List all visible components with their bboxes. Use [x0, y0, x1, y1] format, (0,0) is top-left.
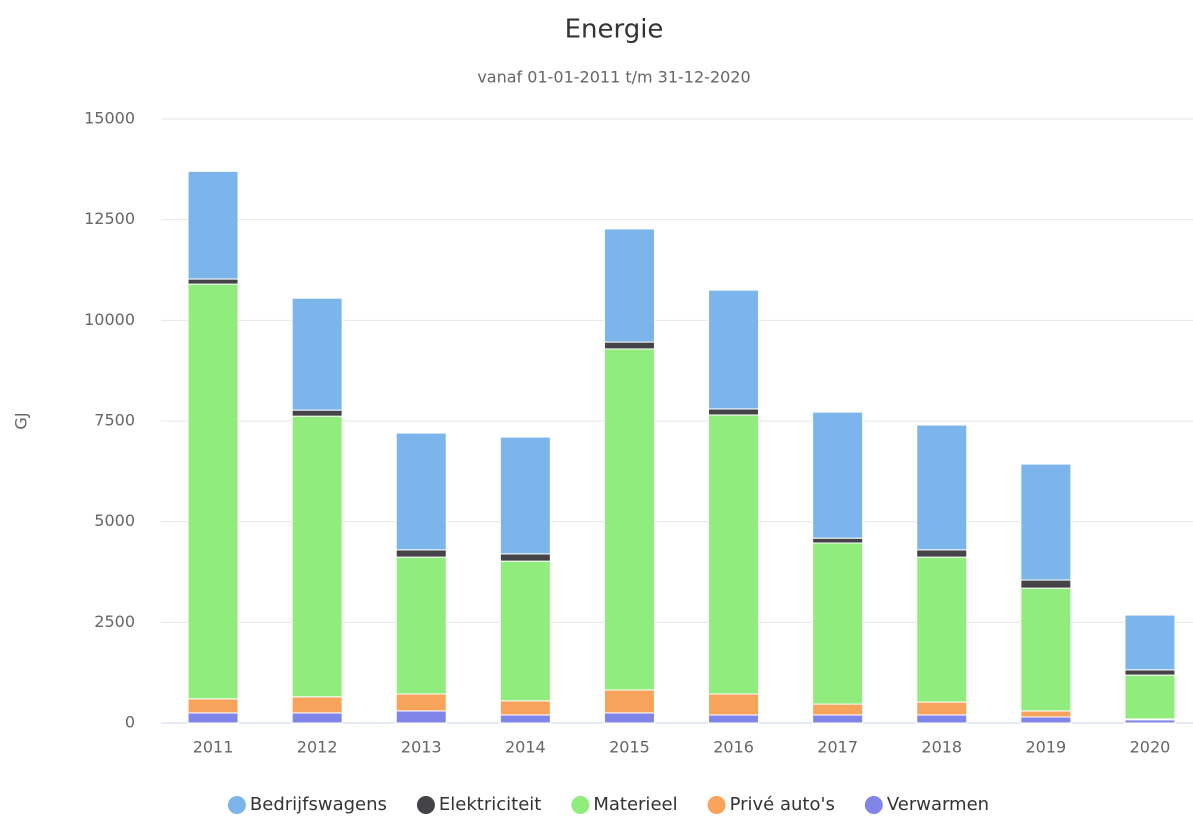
x-tick-label: 2020: [1130, 738, 1171, 757]
y-tick-label: 15000: [84, 109, 135, 128]
legend-label: Bedrijfswagens: [250, 794, 387, 815]
x-tick-label: 2014: [505, 738, 546, 757]
bar-segment: [499, 436, 551, 555]
bar-segment: [499, 553, 551, 562]
x-tick-label: 2011: [193, 738, 234, 757]
x-tick-label: 2015: [609, 738, 650, 757]
bar-segment: [603, 689, 655, 714]
bar-segment: [1020, 587, 1072, 712]
y-tick-label: 10000: [84, 310, 135, 329]
legend-marker: [227, 796, 246, 814]
y-tick-label: 0: [125, 713, 135, 732]
bar-segment: [812, 537, 864, 544]
bar-segment: [812, 411, 864, 539]
legend-marker: [416, 796, 435, 814]
bar-segment: [395, 710, 447, 724]
bar-segment: [1020, 463, 1072, 581]
x-tick-label: 2017: [817, 738, 858, 757]
y-tick-label: 2500: [94, 612, 135, 631]
bar-segment: [187, 698, 239, 714]
bar-segment: [1020, 710, 1072, 718]
x-tick-label: 2018: [921, 738, 962, 757]
bar-segment: [1124, 614, 1176, 671]
legend-label: Elektriciteit: [439, 794, 541, 815]
bar-segment: [708, 289, 760, 410]
bar-segment: [603, 348, 655, 691]
bar-segment: [291, 696, 343, 714]
bar-segment: [1020, 716, 1072, 724]
bar-segment: [291, 415, 343, 698]
legend-marker: [707, 796, 726, 814]
bar-segment: [291, 409, 343, 417]
bar-segment: [395, 432, 447, 551]
bar-segment: [395, 549, 447, 558]
bar-segment: [187, 278, 239, 285]
y-axis-label: GJ: [12, 412, 31, 429]
bar-segment: [187, 283, 239, 700]
bar-segment: [187, 712, 239, 724]
bar-segment: [708, 414, 760, 695]
x-tick-label: 2012: [297, 738, 338, 757]
bar-segment: [603, 228, 655, 343]
bar-segment: [187, 170, 239, 280]
bar-segment: [916, 549, 968, 558]
bar-segment: [499, 714, 551, 724]
bar-segment: [708, 693, 760, 716]
x-tick-label: 2016: [713, 738, 754, 757]
bar-segment: [291, 297, 343, 411]
bar-segment: [499, 700, 551, 716]
chart-title: Energie: [565, 15, 664, 45]
bar-segment: [291, 712, 343, 724]
y-tick-label: 12500: [84, 209, 135, 228]
legend-marker: [571, 796, 590, 814]
bar-segment: [812, 542, 864, 705]
bar-segment: [1124, 669, 1176, 676]
bar-segment: [916, 714, 968, 724]
bar-segment: [603, 341, 655, 350]
y-tick-label: 7500: [94, 411, 135, 430]
bar-segment: [916, 701, 968, 716]
legend-label: Verwarmen: [887, 794, 989, 815]
bar-segment: [603, 712, 655, 724]
chart-subtitle: vanaf 01-01-2011 t/m 31-12-2020: [477, 68, 750, 87]
bar-segment: [499, 560, 551, 702]
bar-segment: [916, 424, 968, 551]
bar-segment: [916, 556, 968, 703]
bar-segment: [1020, 579, 1072, 589]
bar-segment: [395, 556, 447, 695]
bar-segment: [708, 714, 760, 724]
x-tick-label: 2013: [401, 738, 442, 757]
bar-segment: [812, 714, 864, 724]
bar-segment: [812, 703, 864, 716]
x-tick-label: 2019: [1025, 738, 1066, 757]
bar-segment: [708, 408, 760, 416]
legend-marker: [864, 796, 883, 814]
bar-segment: [395, 693, 447, 712]
bar-segment: [1124, 674, 1176, 720]
y-tick-label: 5000: [94, 511, 135, 530]
legend-label: Privé auto's: [730, 794, 835, 815]
legend-label: Materieel: [593, 794, 677, 815]
